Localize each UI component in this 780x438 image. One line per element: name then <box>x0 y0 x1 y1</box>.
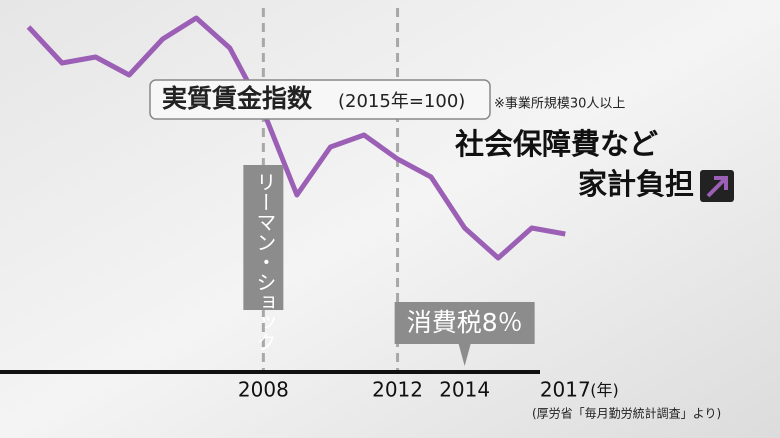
chart-subtitle: (2015年=100) <box>338 91 465 112</box>
x-axis-label: (年) <box>590 381 619 400</box>
x-tick-label: 2012 <box>372 378 423 402</box>
x-tick-label: 2008 <box>238 378 289 402</box>
annotation-box <box>394 302 535 344</box>
annotation-pointer <box>458 344 471 366</box>
x-tick-label: 2017 <box>540 378 591 402</box>
title-box <box>149 79 491 120</box>
x-tick-label: 2014 <box>439 378 490 402</box>
headline: 社会保障費など <box>455 127 658 161</box>
annotation: リーマン・ショック <box>253 172 277 352</box>
headline: 家計負担 <box>578 167 694 201</box>
annotation-box <box>243 165 284 310</box>
chart-title: 実質賃金指数 <box>162 84 313 113</box>
data-line <box>26 15 566 261</box>
source: (厚労省「毎月勤労統計調査」より) <box>532 406 721 421</box>
note: ※事業所規模30人以上 <box>494 96 625 112</box>
arrow-icon <box>706 176 728 198</box>
annotation: 消費税8％ <box>407 308 523 337</box>
